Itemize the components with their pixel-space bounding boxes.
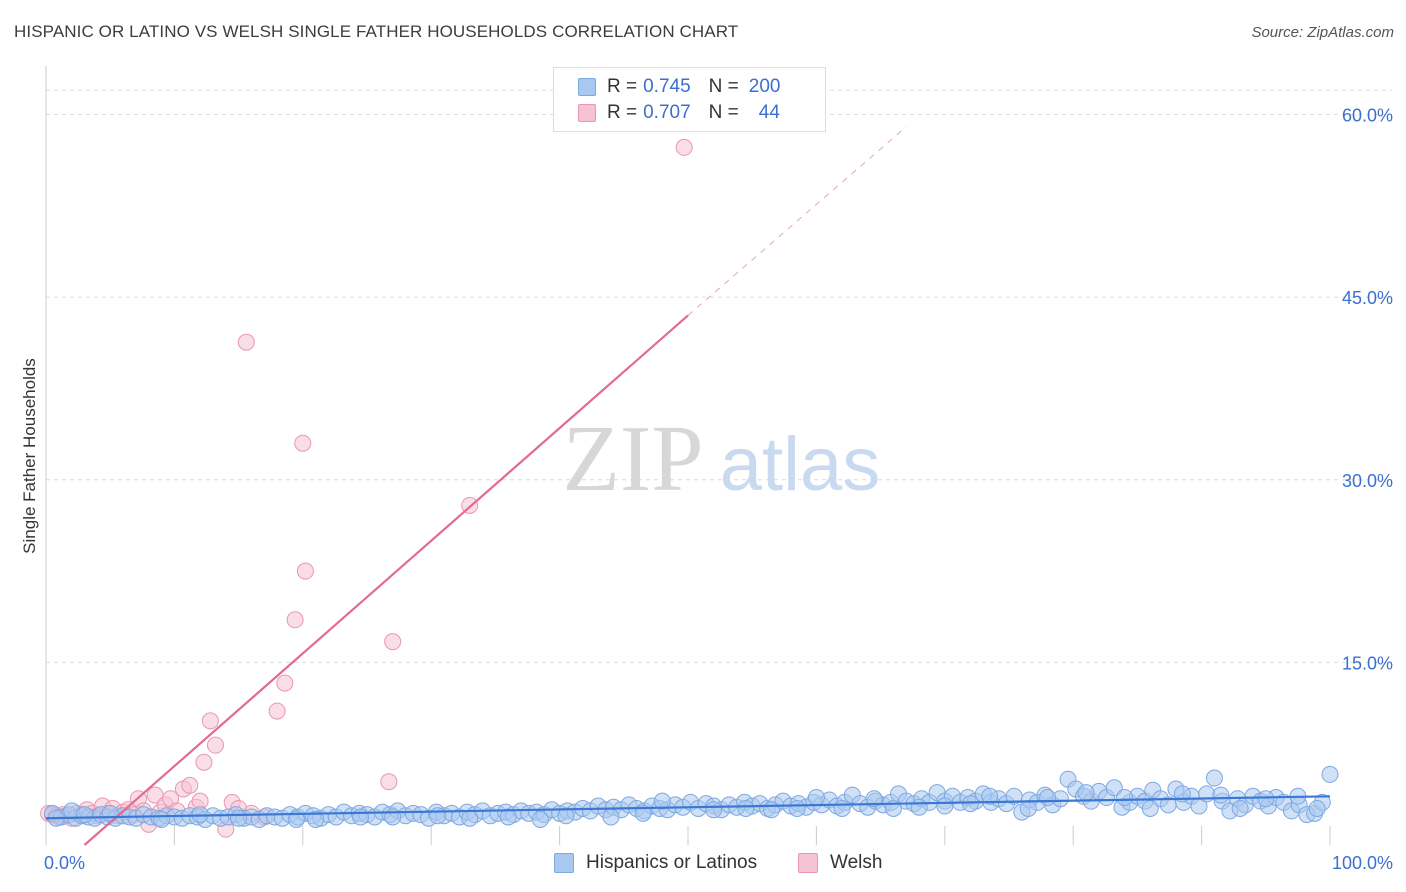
hispanic-swatch (578, 78, 596, 96)
hispanic-point (788, 799, 806, 817)
welsh-point (201, 712, 219, 730)
r-label: R = (607, 102, 638, 123)
legend-item-hispanic[interactable]: Hispanics or Latinos (554, 852, 757, 874)
hispanic-point (307, 810, 325, 828)
series-legend: Hispanics or Latinos Welsh (0, 852, 1406, 878)
hispanic-point (499, 808, 517, 826)
hispanic-point (1205, 769, 1223, 787)
hispanic-point (705, 801, 723, 819)
watermark-atlas: atlas (720, 422, 881, 507)
welsh-point (380, 773, 398, 791)
hispanic-point (557, 807, 575, 825)
trend-lines (45, 126, 1331, 846)
welsh-trend-extension (687, 126, 907, 316)
welsh-point (276, 674, 294, 692)
hispanic-point (287, 810, 305, 828)
hispanic-point (1039, 789, 1057, 807)
gridlines (46, 89, 1392, 663)
r-label: R = (607, 76, 638, 97)
hispanic-point (1231, 799, 1249, 817)
r-value: 0.707 (643, 102, 691, 123)
hispanic-point (737, 799, 755, 817)
hispanic-point (153, 810, 171, 828)
y-tick-label: 30.0% (1342, 471, 1393, 491)
hispanic-point (981, 787, 999, 805)
hispanic-point (807, 789, 825, 807)
hispanic-point (429, 807, 447, 825)
n-value: 200 (748, 76, 781, 97)
hispanic-point (602, 808, 620, 826)
axes (45, 66, 1331, 845)
watermark-zip: ZIP (563, 407, 704, 511)
welsh-swatch (578, 104, 596, 122)
hispanic-point (230, 809, 248, 827)
hispanic-point (1077, 784, 1095, 802)
n-value: 44 (758, 102, 780, 123)
hispanic-point (1141, 799, 1159, 817)
welsh-point (286, 611, 304, 629)
hispanic-point (762, 801, 780, 819)
hispanic-point (1321, 765, 1339, 783)
welsh-point (181, 776, 199, 794)
y-tick-label: 15.0% (1342, 653, 1393, 673)
hispanic-legend-swatch (554, 853, 574, 873)
hispanic-point (1308, 799, 1326, 817)
tick-labels: 15.0% 30.0% 45.0% 60.0% 0.0% 100.0% (44, 106, 1393, 873)
n-label: N = (708, 102, 739, 123)
legend-item-welsh[interactable]: Welsh (798, 852, 882, 874)
welsh-point (206, 736, 224, 754)
hispanic-point (1212, 786, 1230, 804)
hispanic-point (1257, 790, 1275, 808)
r-value: 0.745 (643, 76, 691, 97)
x-tick-label-start: 0.0% (44, 853, 85, 873)
hispanic-point (1019, 799, 1037, 817)
chart-title: HISPANIC OR LATINO VS WELSH SINGLE FATHE… (14, 22, 739, 41)
hispanic-points (43, 765, 1339, 828)
legend-row-welsh: R = 0.707 N = 44 (578, 101, 780, 125)
correlation-legend: R = 0.745 N = 200 R = 0.707 N = 44 (553, 67, 826, 132)
welsh-point (195, 753, 213, 771)
welsh-point (675, 138, 693, 156)
y-tick-label: 45.0% (1342, 288, 1393, 308)
hispanic-point (1105, 779, 1123, 797)
welsh-point (268, 702, 286, 720)
source-credit: Source: ZipAtlas.com (1251, 24, 1394, 41)
hispanic-point (910, 798, 928, 816)
legend-label: Welsh (830, 852, 883, 873)
hispanic-point (865, 790, 883, 808)
welsh-point (384, 633, 402, 651)
hispanic-point (833, 799, 851, 817)
welsh-point (296, 562, 314, 580)
hispanic-point (1116, 789, 1134, 807)
legend-label: Hispanics or Latinos (586, 852, 758, 873)
hispanic-point (531, 810, 549, 828)
legend-row-hispanic: R = 0.745 N = 200 (578, 75, 780, 99)
hispanic-point (634, 804, 652, 822)
x-tick-label-end: 100.0% (1332, 853, 1393, 873)
hispanic-point (653, 792, 671, 810)
hispanic-trend-line (45, 795, 1331, 820)
hispanic-point (352, 808, 370, 826)
hispanic-point (76, 806, 94, 824)
welsh-legend-swatch (798, 853, 818, 873)
hispanic-point (936, 797, 954, 815)
hispanic-point (461, 809, 479, 827)
n-label: N = (708, 76, 739, 97)
welsh-trend-line (83, 314, 689, 846)
welsh-point (237, 333, 255, 351)
welsh-point (294, 434, 312, 452)
y-tick-label: 60.0% (1342, 106, 1393, 126)
